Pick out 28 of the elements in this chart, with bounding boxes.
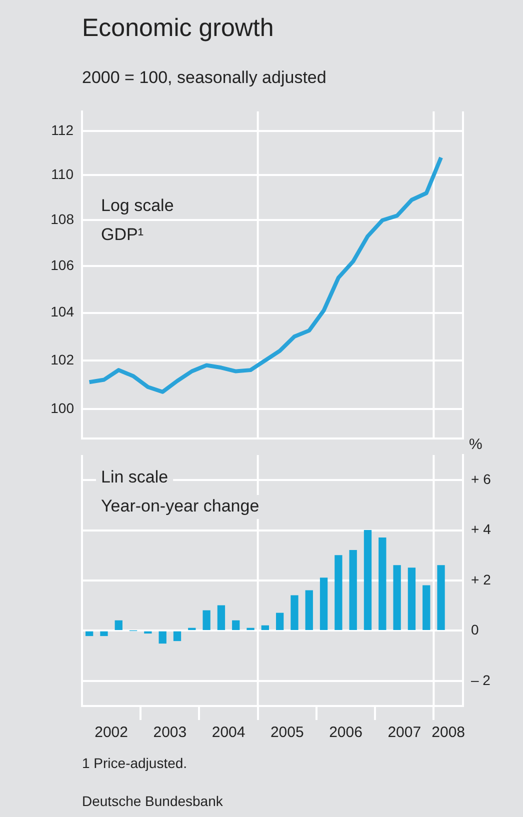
y-tick-label: + 2 [471,571,492,588]
chart-subtitle: 2000 = 100, seasonally adjusted [82,68,326,88]
y-tick-label: 100 [50,400,74,416]
y-tick-label: – 2 [471,672,491,688]
y-tick-label: + 6 [471,470,492,487]
annotation: Log scale [101,196,174,216]
y-tick-label: 112 [51,122,74,138]
y-tick-label: 108 [50,211,74,228]
x-tick-label: 2006 [329,724,362,742]
annotation: Lin scale [101,468,168,487]
x-tick-label: 2008 [432,724,466,742]
x-tick-label: 2002 [94,724,128,742]
y-tick-label: 110 [51,166,74,182]
y-axis-title: % [469,436,482,454]
y-tick-label: 102 [50,351,74,368]
text: 1 Price-adjusted. [82,755,188,771]
text: Deutsche Bundesbank [82,793,223,809]
y-tick-label: 106 [50,256,74,273]
chart-title: Economic growth [82,14,274,43]
y-tick-label: 0 [471,622,479,638]
text: Year-on-year change [101,496,260,516]
x-tick-label: 2003 [153,724,187,742]
x-tick-label: 2007 [388,724,422,742]
y-tick-label: + 4 [471,521,492,538]
y-tick-label: 104 [50,304,74,320]
x-tick-label: 2005 [270,724,304,742]
text: GDP¹ [101,225,144,244]
x-tick-label: 2004 [212,724,246,742]
